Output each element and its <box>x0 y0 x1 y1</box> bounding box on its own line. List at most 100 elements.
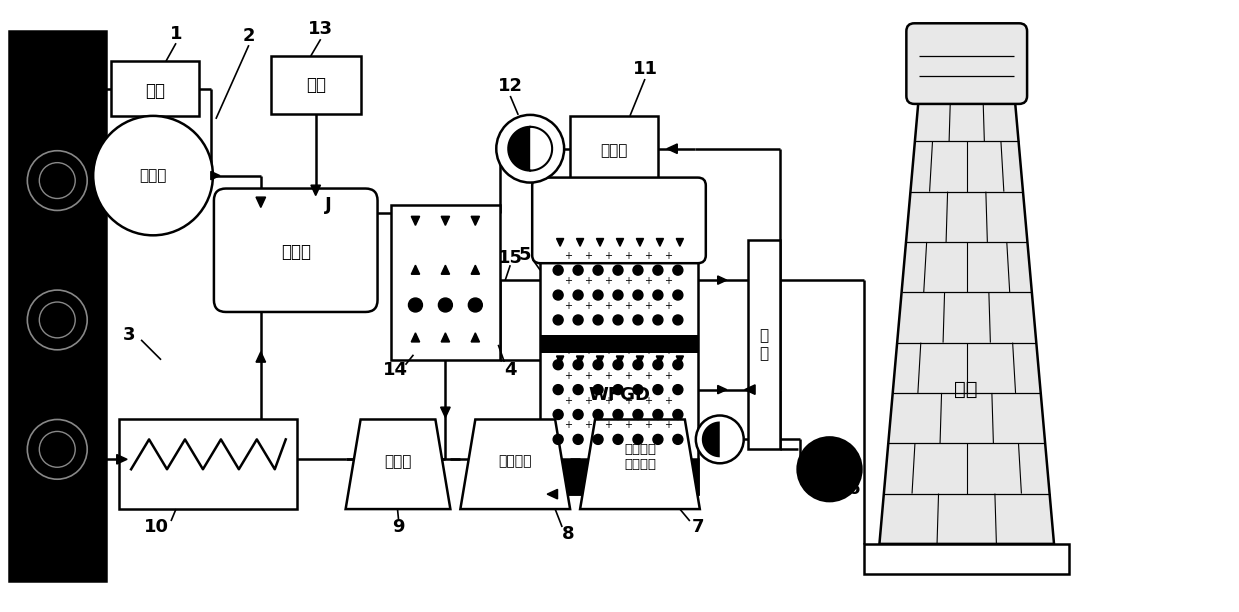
Circle shape <box>673 409 683 419</box>
Text: 11: 11 <box>632 60 658 78</box>
Circle shape <box>553 290 564 300</box>
Circle shape <box>574 435 584 444</box>
Circle shape <box>553 384 564 395</box>
Polygon shape <box>717 276 727 285</box>
Text: 12: 12 <box>498 77 523 95</box>
Text: 5: 5 <box>519 246 532 264</box>
Bar <box>540 185 698 494</box>
Polygon shape <box>311 185 321 195</box>
Polygon shape <box>211 171 219 180</box>
Text: +: + <box>624 252 632 261</box>
Circle shape <box>613 315 623 325</box>
Polygon shape <box>667 144 678 154</box>
Circle shape <box>633 360 643 370</box>
Polygon shape <box>411 216 420 225</box>
Circle shape <box>574 360 584 370</box>
Text: 4: 4 <box>504 360 517 379</box>
Circle shape <box>553 360 564 370</box>
Circle shape <box>593 315 603 325</box>
Text: +: + <box>664 420 672 430</box>
Polygon shape <box>657 356 664 364</box>
Polygon shape <box>411 333 420 342</box>
Polygon shape <box>256 352 265 362</box>
Text: 8: 8 <box>561 525 575 543</box>
Text: +: + <box>644 371 652 381</box>
Polygon shape <box>471 216 479 225</box>
Polygon shape <box>556 239 564 246</box>
Polygon shape <box>745 385 755 394</box>
Circle shape <box>633 265 643 275</box>
Polygon shape <box>576 356 584 364</box>
Circle shape <box>593 435 603 444</box>
Text: 3: 3 <box>123 326 135 344</box>
Circle shape <box>93 116 213 236</box>
Text: +: + <box>564 276 572 286</box>
Circle shape <box>613 384 623 395</box>
Text: +: + <box>644 346 652 356</box>
Text: 7: 7 <box>691 518 704 536</box>
Bar <box>570 116 658 185</box>
Circle shape <box>673 360 683 370</box>
Bar <box>112 61 199 116</box>
Polygon shape <box>596 356 603 364</box>
Circle shape <box>633 384 643 395</box>
Text: J: J <box>326 196 332 214</box>
Circle shape <box>696 416 743 463</box>
Text: 6: 6 <box>849 480 861 498</box>
Circle shape <box>409 298 422 312</box>
Polygon shape <box>576 239 584 246</box>
Circle shape <box>633 409 643 419</box>
Circle shape <box>633 315 643 325</box>
Text: +: + <box>664 252 672 261</box>
Circle shape <box>613 409 623 419</box>
Circle shape <box>439 298 452 312</box>
Bar <box>119 419 296 509</box>
Circle shape <box>673 265 683 275</box>
Circle shape <box>653 265 663 275</box>
Text: 9: 9 <box>393 518 405 536</box>
Circle shape <box>553 265 564 275</box>
Text: 1: 1 <box>170 25 182 43</box>
Polygon shape <box>596 239 603 246</box>
Polygon shape <box>441 333 450 342</box>
Circle shape <box>574 265 584 275</box>
Circle shape <box>673 290 683 300</box>
Circle shape <box>574 409 584 419</box>
Bar <box>540 459 698 494</box>
Text: +: + <box>664 395 672 406</box>
Text: 2: 2 <box>243 27 255 45</box>
Circle shape <box>553 409 564 419</box>
Circle shape <box>593 290 603 300</box>
Text: 15: 15 <box>498 249 523 267</box>
Text: +: + <box>664 301 672 311</box>
Polygon shape <box>508 127 530 171</box>
Text: 汞分离塔: 汞分离塔 <box>498 454 532 468</box>
Text: 14: 14 <box>383 360 408 379</box>
Polygon shape <box>461 419 570 509</box>
Text: +: + <box>584 395 592 406</box>
Text: +: + <box>605 301 612 311</box>
Text: 臭氧: 臭氧 <box>306 76 326 94</box>
Polygon shape <box>10 31 107 581</box>
Text: 13: 13 <box>309 20 333 39</box>
Text: 冷却器: 冷却器 <box>281 243 311 261</box>
Text: +: + <box>644 395 652 406</box>
Polygon shape <box>116 455 128 464</box>
Text: +: + <box>605 276 612 286</box>
Text: +: + <box>605 395 612 406</box>
Text: +: + <box>644 252 652 261</box>
FancyBboxPatch shape <box>907 23 1027 104</box>
Text: +: + <box>605 371 612 381</box>
Text: +: + <box>644 420 652 430</box>
Polygon shape <box>676 239 684 246</box>
Circle shape <box>574 315 584 325</box>
Circle shape <box>653 384 663 395</box>
Text: +: + <box>564 420 572 430</box>
Text: +: + <box>644 301 652 311</box>
Polygon shape <box>637 356 643 364</box>
Text: +: + <box>605 252 612 261</box>
Polygon shape <box>676 356 684 364</box>
Circle shape <box>653 360 663 370</box>
Polygon shape <box>346 419 451 509</box>
Circle shape <box>468 298 482 312</box>
